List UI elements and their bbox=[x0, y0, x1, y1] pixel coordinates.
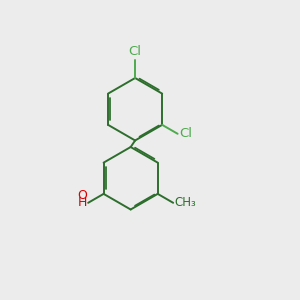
Text: Cl: Cl bbox=[179, 127, 192, 140]
Text: CH₃: CH₃ bbox=[175, 196, 196, 209]
Text: H: H bbox=[77, 196, 87, 209]
Text: Cl: Cl bbox=[129, 45, 142, 58]
Text: O: O bbox=[77, 189, 87, 202]
